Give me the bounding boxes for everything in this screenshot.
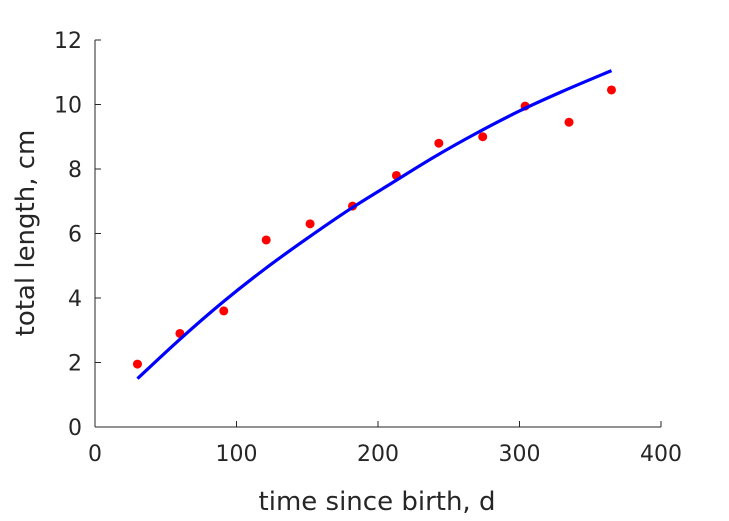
y-axis-label: total length, cm <box>11 130 41 337</box>
data-point <box>434 138 444 148</box>
y-tick-label: 0 <box>68 416 82 441</box>
data-point <box>219 306 229 316</box>
data-point <box>261 235 271 245</box>
x-tick-label: 400 <box>640 442 682 467</box>
x-axis: 0 100 200 300 400 <box>88 421 682 467</box>
y-tick-label: 4 <box>68 287 82 312</box>
x-tick-label: 100 <box>216 442 258 467</box>
data-point <box>132 359 142 369</box>
y-axis: 0 2 4 6 8 10 12 <box>54 29 101 441</box>
fit-curve <box>136 69 613 380</box>
x-tick-label: 300 <box>499 442 541 467</box>
data-point <box>564 117 574 127</box>
data-point <box>305 219 315 229</box>
series-layer <box>132 69 616 380</box>
y-tick-label: 8 <box>68 158 82 183</box>
y-tick-label: 10 <box>54 94 82 119</box>
x-axis-label: time since birth, d <box>259 487 496 517</box>
x-tick-label: 0 <box>88 442 102 467</box>
data-point <box>478 132 488 142</box>
y-tick-label: 12 <box>54 29 82 54</box>
x-tick-label: 200 <box>357 442 399 467</box>
data-point <box>606 85 616 95</box>
y-tick-label: 2 <box>68 352 82 377</box>
y-tick-label: 6 <box>68 223 82 248</box>
